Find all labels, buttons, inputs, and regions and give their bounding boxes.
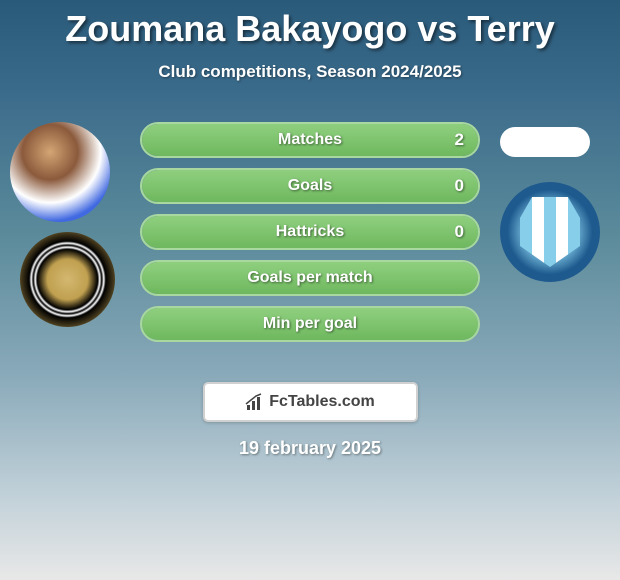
stat-bar-matches: Matches 2: [140, 122, 480, 158]
stat-bar-hattricks: Hattricks 0: [140, 214, 480, 250]
club-badge-right: [500, 182, 600, 282]
stat-bar-goals-per-match: Goals per match: [140, 260, 480, 296]
stat-bar-goals: Goals 0: [140, 168, 480, 204]
comparison-area: Matches 2 Goals 0 Hattricks 0 Goals per …: [0, 102, 620, 362]
stat-label: Goals: [288, 177, 332, 195]
chart-icon: [245, 393, 265, 411]
stat-label: Matches: [278, 131, 342, 149]
player-avatar-right: [500, 127, 590, 157]
brand-logo-box: FcTables.com: [203, 382, 418, 422]
brand-text: FcTables.com: [269, 393, 375, 411]
subtitle: Club competitions, Season 2024/2025: [0, 62, 620, 82]
stat-value: 0: [455, 176, 464, 196]
stat-bar-min-per-goal: Min per goal: [140, 306, 480, 342]
stat-label: Hattricks: [276, 223, 344, 241]
stat-label: Min per goal: [263, 315, 357, 333]
club-badge-left: [20, 232, 115, 327]
stat-value: 0: [455, 222, 464, 242]
date-text: 19 february 2025: [0, 438, 620, 459]
stats-container: Matches 2 Goals 0 Hattricks 0 Goals per …: [140, 122, 480, 352]
stat-label: Goals per match: [247, 269, 372, 287]
player-avatar-left: [10, 122, 110, 222]
stat-value: 2: [455, 130, 464, 150]
page-title: Zoumana Bakayogo vs Terry: [0, 0, 620, 50]
